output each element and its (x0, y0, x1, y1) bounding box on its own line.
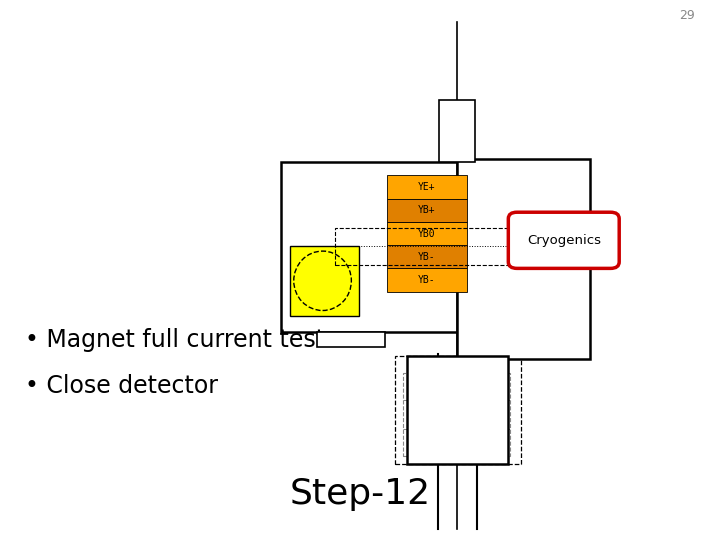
Bar (317, 332, 385, 347)
Bar (387, 268, 467, 292)
Text: • Close detector: • Close detector (25, 374, 218, 398)
Text: YE+: YE+ (418, 182, 436, 192)
Bar (439, 100, 475, 162)
Bar (457, 159, 590, 359)
Bar (290, 246, 359, 316)
FancyBboxPatch shape (508, 212, 619, 268)
Text: YB0: YB0 (418, 228, 436, 239)
Bar (387, 245, 467, 268)
Text: • Magnet full current test: • Magnet full current test (25, 328, 325, 352)
Text: YB-: YB- (418, 275, 436, 285)
Text: YB-: YB- (418, 252, 436, 262)
Bar (395, 356, 521, 464)
Text: Step-12: Step-12 (289, 477, 431, 511)
Text: Cryogenics: Cryogenics (527, 234, 600, 247)
Bar (335, 228, 515, 265)
Bar (387, 199, 467, 222)
Text: 29: 29 (679, 9, 695, 22)
Text: YB+: YB+ (418, 205, 436, 215)
Bar (387, 222, 467, 245)
Bar (281, 162, 457, 332)
Ellipse shape (294, 251, 351, 310)
Bar (403, 373, 510, 456)
Bar (407, 356, 508, 464)
Bar (387, 176, 467, 199)
